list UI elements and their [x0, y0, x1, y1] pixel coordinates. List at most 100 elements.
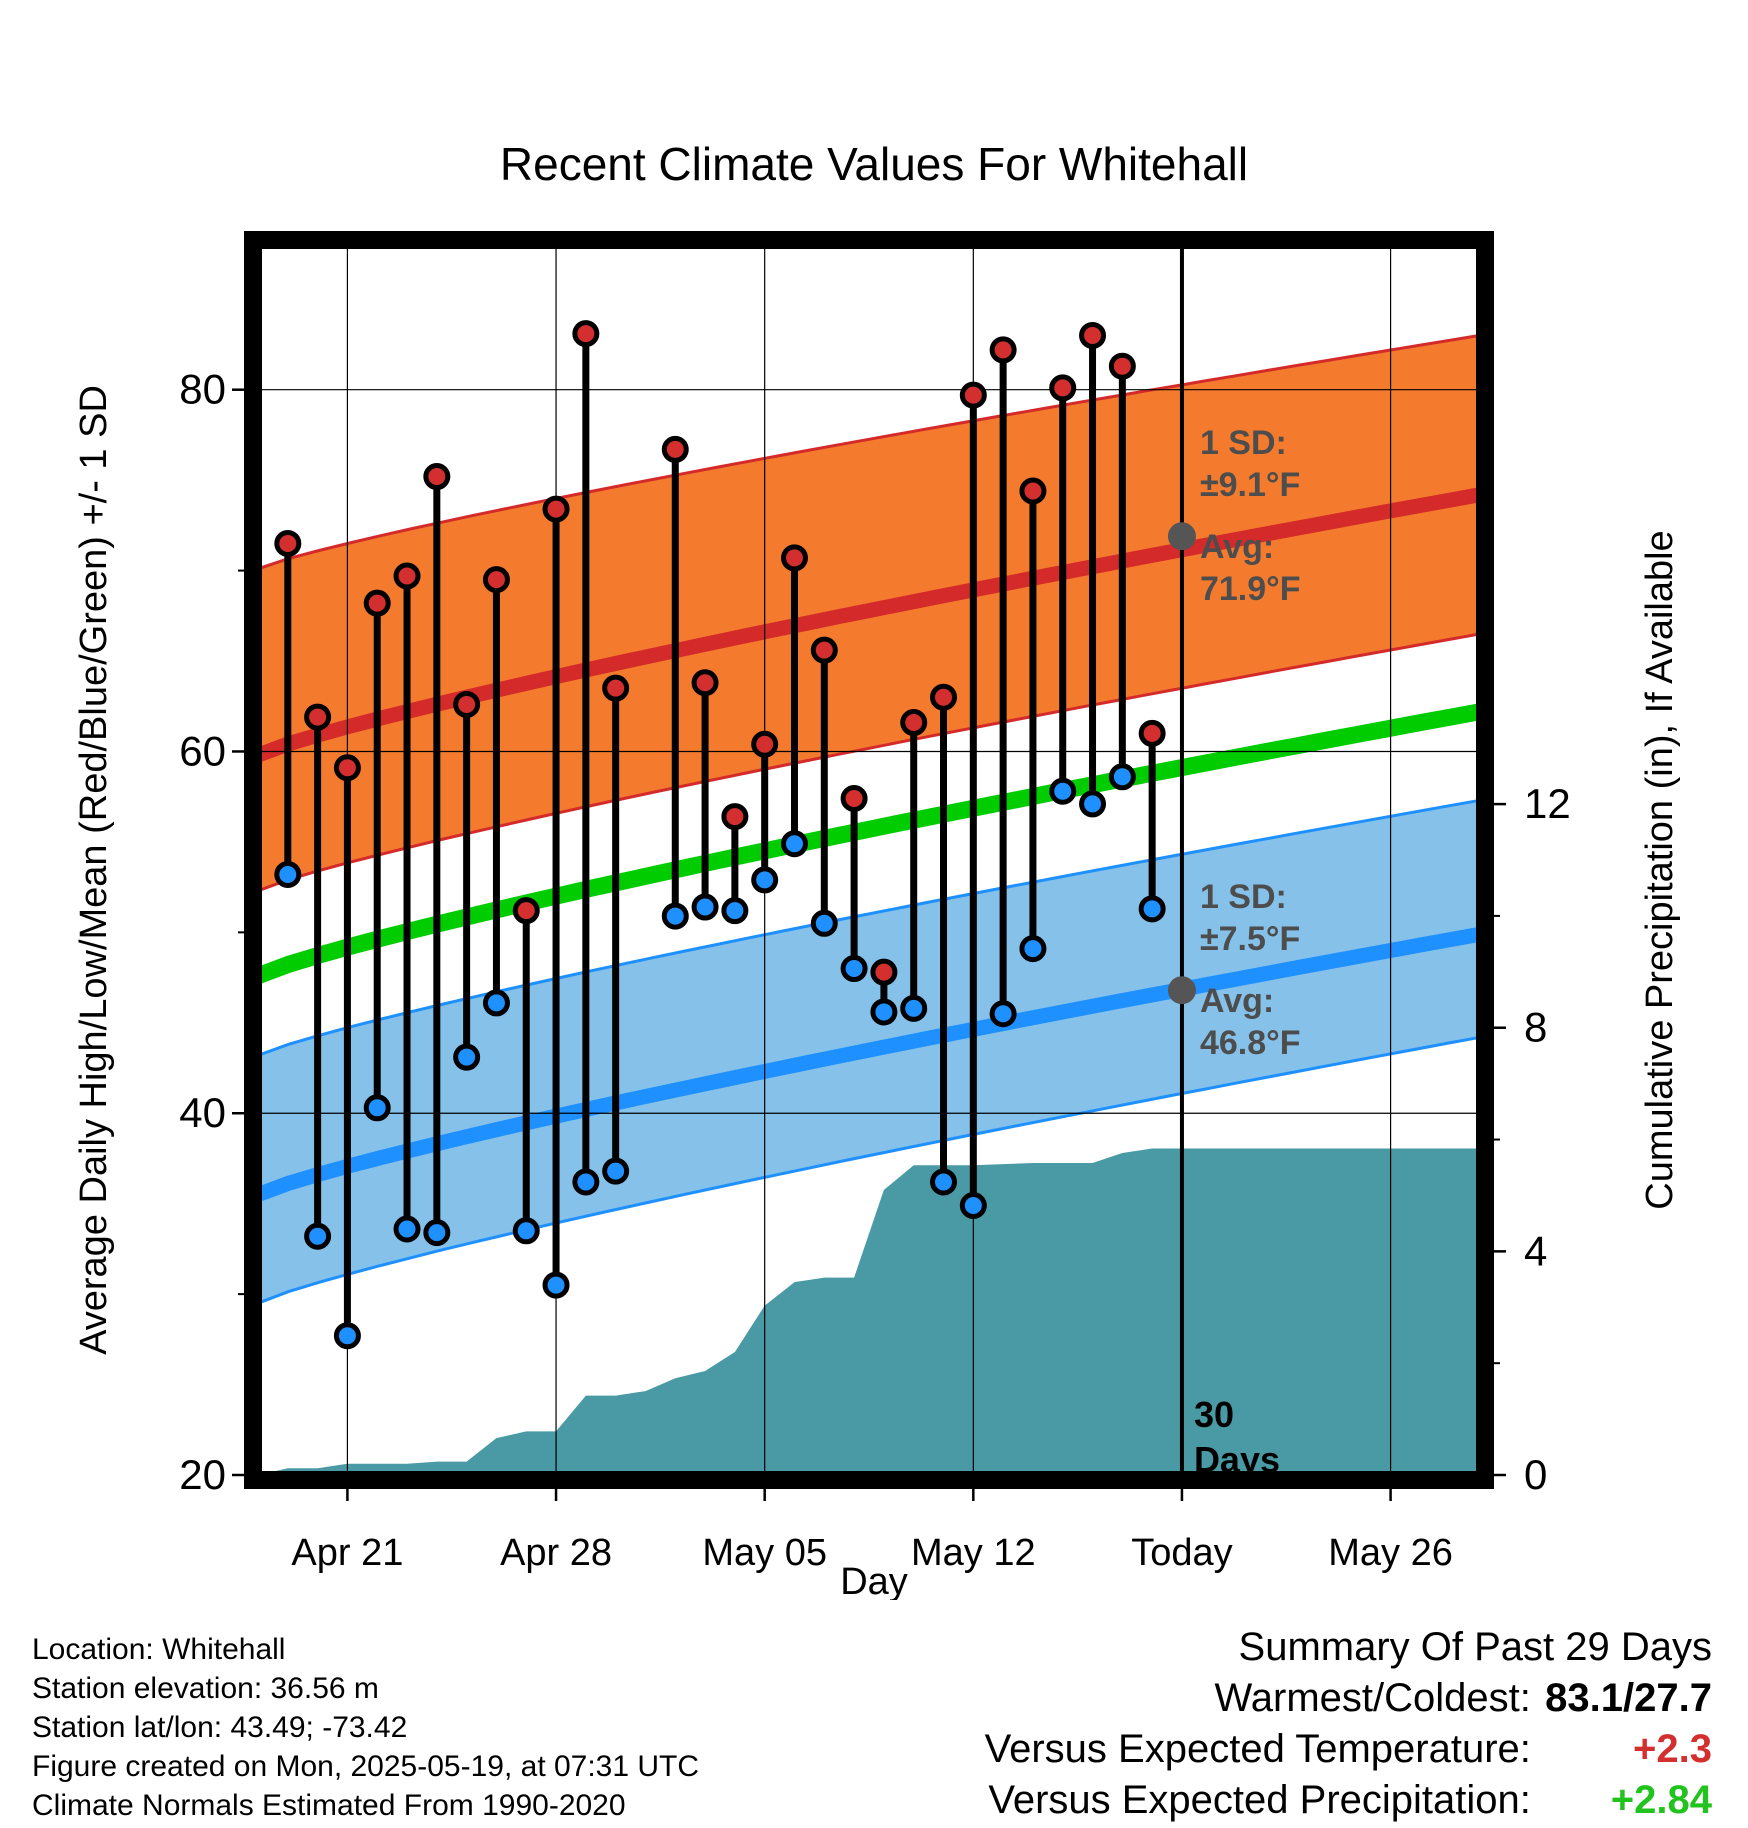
daily-low-point	[1049, 777, 1077, 805]
low-sd-value: ±7.5°F	[1200, 920, 1300, 958]
daily-low-point	[482, 989, 510, 1017]
daily-low-point	[870, 998, 898, 1026]
daily-low-point	[363, 1094, 391, 1122]
daily-low-point	[780, 830, 808, 858]
high-sd-value: ±9.1°F	[1200, 466, 1300, 504]
daily-high-point	[840, 785, 868, 812]
daily-low-point	[989, 1000, 1017, 1028]
daily-high-point	[661, 435, 689, 463]
daily-low-point	[423, 1219, 451, 1247]
daily-high-point	[1138, 719, 1166, 747]
daily-low-point	[453, 1043, 481, 1071]
location-text: Location: Whitehall	[32, 1633, 286, 1666]
today-window-label: 30	[1194, 1394, 1234, 1435]
daily-high-point	[691, 669, 719, 697]
high-sd-label: 1 SD:	[1200, 424, 1287, 462]
daily-low-point	[274, 860, 302, 888]
precipitation-area	[258, 1148, 1480, 1475]
y-tick-label-right: 8	[1524, 1004, 1547, 1051]
daily-high-point	[393, 562, 421, 590]
low-band-lower-edge	[257, 1035, 1481, 1305]
latlon-text: Station lat/lon: 43.49; -73.42	[32, 1711, 408, 1744]
daily-low-point	[840, 955, 868, 983]
summary-title: Summary Of Past 29 Days	[1238, 1625, 1712, 1669]
daily-high-point	[333, 754, 361, 782]
low-avg-value: 46.8°F	[1200, 1024, 1301, 1062]
daily-high-point	[989, 336, 1017, 364]
warmest-coldest-label: Warmest/Coldest:	[1214, 1676, 1531, 1720]
daily-high-point	[304, 703, 332, 731]
daily-high-point	[959, 381, 987, 409]
daily-high-point	[1108, 352, 1136, 380]
daily-high-point	[602, 674, 630, 702]
low-average-line	[255, 926, 1482, 1202]
today-high-average-marker	[1167, 522, 1196, 551]
daily-high-point	[870, 958, 898, 986]
daily-high-point	[1079, 321, 1107, 349]
daily-low-point	[333, 1322, 361, 1350]
daily-high-point	[453, 690, 481, 718]
chart-title: Recent Climate Values For Whitehall	[500, 138, 1248, 190]
precip-anomaly-label: Versus Expected Precipitation:	[988, 1778, 1531, 1822]
elevation-text: Station elevation: 36.56 m	[32, 1672, 379, 1705]
low-avg-label: Avg:	[1200, 982, 1274, 1020]
daily-high-point	[751, 730, 779, 758]
daily-high-point	[810, 636, 838, 664]
daily-high-point	[512, 897, 540, 925]
daily-low-point	[1019, 935, 1047, 963]
y-axis-left-label: Average Daily High/Low/Mean (Red/Blue/Gr…	[73, 385, 115, 1355]
daily-low-point	[810, 909, 838, 937]
daily-high-point	[721, 803, 749, 831]
x-tick-label: May 26	[1328, 1532, 1453, 1574]
plot-frame	[244, 231, 1494, 1489]
daily-high-point	[423, 463, 451, 491]
daily-high-point	[363, 589, 391, 617]
daily-high-point	[1049, 374, 1077, 402]
y-tick-label-right: 0	[1524, 1451, 1547, 1498]
x-tick-label: May 05	[702, 1532, 827, 1574]
daily-low-point	[751, 866, 779, 894]
x-tick-label: May 12	[911, 1532, 1036, 1574]
y-tick-label-left: 20	[179, 1451, 226, 1498]
daily-high-point	[274, 529, 302, 557]
daily-low-point	[393, 1215, 421, 1243]
daily-low-point	[691, 893, 719, 921]
x-tick-label: Today	[1131, 1532, 1232, 1574]
high-band-upper-edge	[257, 333, 1481, 571]
daily-high-point	[482, 566, 510, 594]
high-avg-label: Avg:	[1200, 528, 1274, 566]
temp-anomaly-value: +2.3	[1633, 1727, 1712, 1771]
station-info: Location: Whitehall Station elevation: 3…	[32, 1630, 699, 1825]
daily-low-point	[959, 1191, 987, 1219]
daily-high-point	[572, 320, 600, 348]
daily-low-point	[1138, 895, 1166, 923]
summary-panel: Summary Of Past 29 Days Warmest/Coldest:…	[985, 1622, 1712, 1826]
x-tick-label: Apr 21	[291, 1532, 403, 1574]
daily-high-point	[780, 544, 808, 572]
warmest-coldest-value: 83.1/27.7	[1545, 1676, 1712, 1720]
daily-low-point	[1108, 763, 1136, 791]
precip-anomaly-value: +2.84	[1610, 1778, 1712, 1822]
high-avg-value: 71.9°F	[1200, 570, 1301, 608]
y-tick-label-left: 60	[179, 727, 226, 774]
today-low-average-marker	[1167, 976, 1196, 1005]
daily-low-point	[512, 1217, 540, 1245]
climate-chart: Recent Climate Values For Whitehall 1 SD…	[73, 138, 1681, 1600]
daily-low-point	[602, 1157, 630, 1185]
daily-low-point	[721, 897, 749, 925]
y-tick-label-right: 12	[1524, 780, 1571, 827]
low-sd-label: 1 SD:	[1200, 878, 1287, 916]
daily-low-point	[572, 1168, 600, 1196]
daily-low-point	[900, 994, 928, 1022]
daily-high-point	[930, 683, 958, 711]
y-tick-label-right: 4	[1524, 1227, 1547, 1274]
daily-high-point	[542, 495, 570, 523]
daily-high-point	[900, 709, 928, 737]
daily-low-point	[542, 1271, 570, 1299]
temp-anomaly-label: Versus Expected Temperature:	[984, 1727, 1531, 1771]
created-text: Figure created on Mon, 2025-05-19, at 07…	[32, 1750, 700, 1783]
x-tick-label: Apr 28	[500, 1532, 612, 1574]
x-axis-label: Day	[840, 1561, 908, 1600]
daily-low-point	[661, 902, 689, 930]
daily-low-point	[304, 1222, 332, 1250]
